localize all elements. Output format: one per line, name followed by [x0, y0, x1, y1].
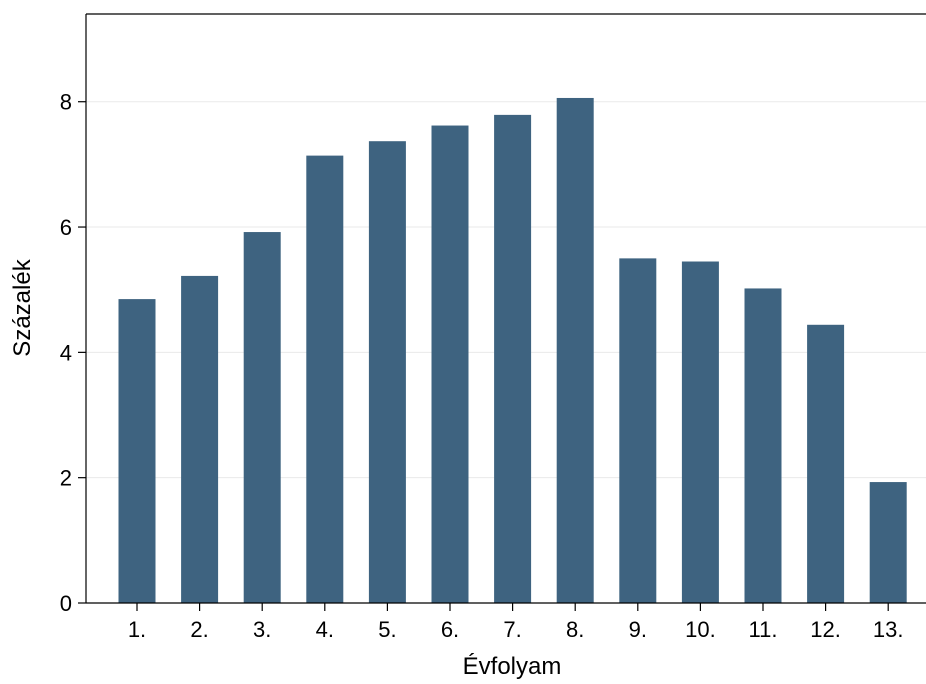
bar — [556, 97, 594, 603]
x-tick-label: 7. — [503, 617, 521, 642]
y-axis-title: Százalék — [9, 258, 36, 356]
bar — [181, 275, 219, 603]
x-tick-label: 9. — [629, 617, 647, 642]
y-tick-label: 6 — [60, 215, 72, 240]
x-tick-label: 13. — [873, 617, 904, 642]
x-tick-label: 4. — [316, 617, 334, 642]
bar — [681, 261, 719, 603]
x-tick-label: 12. — [810, 617, 841, 642]
x-tick-label: 2. — [190, 617, 208, 642]
x-tick-label: 10. — [685, 617, 716, 642]
y-tick-label: 4 — [60, 340, 72, 365]
y-tick-label: 8 — [60, 90, 72, 115]
bar — [306, 155, 344, 603]
bar — [869, 482, 907, 603]
bar — [619, 258, 657, 603]
x-tick-label: 8. — [566, 617, 584, 642]
bar — [118, 299, 156, 603]
x-ticks: 1. 2. 3. 4. 5. 6. 7. 8. 9. 10. 11. 12. 13. — [128, 603, 904, 642]
y-tick-label: 2 — [60, 466, 72, 491]
bar — [494, 114, 532, 604]
x-tick-label: 5. — [378, 617, 396, 642]
axes — [85, 13, 926, 604]
y-tick-label: 0 — [60, 591, 72, 616]
y-ticks: 0 2 4 6 8 — [60, 90, 86, 616]
bar — [744, 288, 782, 603]
x-tick-label: 3. — [253, 617, 271, 642]
x-axis-title: Évfolyam — [463, 653, 562, 680]
bar — [243, 232, 281, 604]
bars — [118, 97, 907, 604]
x-tick-label: 11. — [749, 617, 778, 642]
x-tick-label: 1. — [128, 617, 146, 642]
bar — [368, 141, 406, 604]
bar — [807, 324, 845, 603]
x-tick-label: 6. — [441, 617, 459, 642]
bar — [431, 125, 469, 603]
